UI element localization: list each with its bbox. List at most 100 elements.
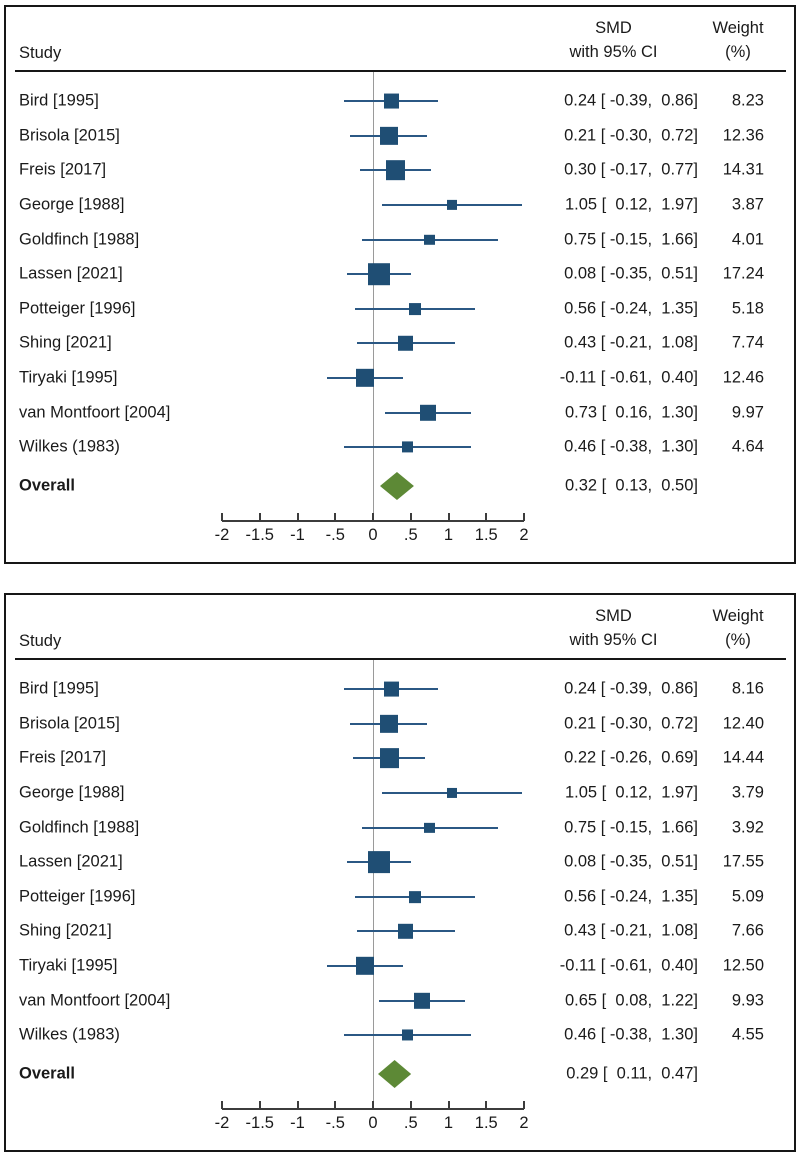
smd-ci-value: 1.05 [ 0.12, 1.97] (564, 195, 698, 214)
effect-square (379, 714, 398, 734)
column-header-weight: Weight (%) (698, 16, 778, 64)
effect-square (355, 368, 374, 388)
effect-square (424, 234, 435, 245)
x-axis-tick (296, 513, 299, 521)
study-row: Shing [2021] 0.43 [ -0.21, 1.08] 7.74 (6, 326, 794, 361)
x-axis-tick (334, 1101, 337, 1109)
effect-square (413, 992, 431, 1009)
smd-ci-value: 0.56 [ -0.24, 1.35] (564, 887, 698, 906)
x-axis-tick-label: 2 (519, 1114, 529, 1132)
smd-ci-value: 0.75 [ -0.15, 1.66] (564, 818, 698, 837)
forest-panel-bottom: Study SMD with 95% CI Weight (%) Bird [1… (4, 593, 796, 1152)
study-row: van Montfoort [2004] 0.73 [ 0.16, 1.30] 9.… (6, 395, 794, 430)
weight-value: 7.74 (731, 333, 764, 352)
study-label: Freis [2017] (19, 748, 107, 767)
weight-value: 3.87 (731, 195, 764, 214)
effect-square (398, 924, 413, 939)
weight-header-line2: (%) (725, 631, 751, 649)
column-header-study: Study (19, 632, 62, 650)
weight-value: 9.97 (731, 403, 764, 422)
smd-ci-value: 0.24 [ -0.39, 0.86] (564, 91, 698, 110)
x-axis-tick-label: -1 (290, 526, 305, 544)
study-row: Brisola [2015] 0.21 [ -0.30, 0.72] 12.36 (6, 119, 794, 154)
smd-ci-value: 1.05 [ 0.12, 1.97] (564, 783, 698, 802)
study-label: Goldfinch [1988] (19, 230, 140, 249)
x-axis-tick (447, 513, 450, 521)
x-axis-tick-label: -.5 (325, 526, 345, 544)
header-divider (15, 70, 786, 72)
study-row: George [1988] 1.05 [ 0.12, 1.97] 3.79 (6, 776, 794, 811)
zero-reference-line (373, 660, 374, 1101)
x-axis-tick-label: 1 (443, 526, 454, 544)
study-label: Tiryaki [1995] (19, 956, 118, 975)
x-axis-tick (296, 1101, 299, 1109)
weight-value: 14.31 (722, 160, 764, 179)
x-axis-tick (485, 513, 488, 521)
x-axis-tick-label: 0 (368, 1114, 378, 1132)
smd-header-line1: SMD (595, 19, 632, 37)
study-row: Freis [2017] 0.22 [ -0.26, 0.69] 14.44 (6, 741, 794, 776)
smd-ci-value: 0.24 [ -0.39, 0.86] (564, 679, 698, 698)
x-axis-tick-label: 1.5 (474, 1114, 498, 1132)
x-axis-tick (409, 513, 412, 521)
study-rows: Bird [1995] 0.24 [ -0.39, 0.86] 8.16 Brisol… (6, 672, 794, 1091)
x-axis-tick (221, 1101, 223, 1109)
weight-value: 4.64 (731, 437, 764, 456)
x-axis-tick-label: .5 (403, 1114, 418, 1132)
x-axis-tick-label: 1 (443, 1114, 454, 1132)
x-axis-tick-label: -1.5 (245, 1114, 274, 1132)
study-row: Tiryaki [1995] -0.11 [ -0.61, 0.40] 12.50 (6, 949, 794, 984)
study-label: Potteiger [1996] (19, 299, 136, 318)
x-axis-tick (334, 513, 337, 521)
overall-row: Overall 0.29 [ 0.11, 0.47] (6, 1057, 794, 1092)
effect-square (419, 404, 437, 421)
study-row: Potteiger [1996] 0.56 [ -0.24, 1.35] 5.09 (6, 880, 794, 915)
study-rows: Bird [1995] 0.24 [ -0.39, 0.86] 8.23 Brisol… (6, 84, 794, 503)
study-label: Brisola [2015] (19, 126, 120, 145)
weight-value: 5.09 (731, 887, 764, 906)
overall-smd-ci-value: 0.29 [ 0.11, 0.47] (566, 1064, 698, 1083)
study-row: Bird [1995] 0.24 [ -0.39, 0.86] 8.16 (6, 672, 794, 707)
x-axis-tick (485, 1101, 488, 1109)
weight-value: 12.46 (722, 368, 764, 387)
study-label: Wilkes (1983) (19, 1025, 120, 1044)
study-label: Lassen [2021] (19, 264, 123, 283)
smd-header-line1: SMD (595, 607, 632, 625)
x-axis-tick-label: 1.5 (474, 526, 498, 544)
study-row: Potteiger [1996] 0.56 [ -0.24, 1.35] 5.18 (6, 292, 794, 327)
smd-ci-value: 0.21 [ -0.30, 0.72] (564, 714, 698, 733)
smd-ci-value: 0.22 [ -0.26, 0.69] (564, 748, 698, 767)
effect-square (368, 851, 390, 874)
study-label: Goldfinch [1988] (19, 818, 140, 837)
study-row: Goldfinch [1988] 0.75 [ -0.15, 1.66] 4.01 (6, 222, 794, 257)
study-label: Potteiger [1996] (19, 887, 136, 906)
smd-ci-value: 0.73 [ 0.16, 1.30] (564, 403, 698, 422)
effect-square (447, 199, 458, 211)
study-label: Shing [2021] (19, 333, 112, 352)
x-axis-tick (258, 513, 261, 521)
study-row: Goldfinch [1988] 0.75 [ -0.15, 1.66] 3.92 (6, 810, 794, 845)
study-label: Freis [2017] (19, 160, 107, 179)
study-label: Brisola [2015] (19, 714, 120, 733)
x-axis-tick (523, 513, 525, 521)
column-header-study: Study (19, 44, 62, 62)
smd-ci-value: -0.11 [ -0.61, 0.40] (559, 956, 698, 975)
smd-ci-value: 0.08 [ -0.35, 0.51] (564, 264, 698, 283)
x-axis-tick-label: 2 (519, 526, 529, 544)
study-label: Bird [1995] (19, 679, 99, 698)
weight-header-line2: (%) (725, 43, 751, 61)
x-axis-tick (372, 513, 374, 521)
smd-ci-value: 0.08 [ -0.35, 0.51] (564, 852, 698, 871)
x-axis-tick-label: -.5 (325, 1114, 345, 1132)
weight-value: 3.92 (731, 818, 764, 837)
weight-value: 17.24 (722, 264, 764, 283)
study-row: Wilkes (1983) 0.46 [ -0.38, 1.30] 4.55 (6, 1018, 794, 1053)
x-axis-tick-label: -1.5 (245, 526, 274, 544)
effect-square (398, 336, 413, 351)
study-label: van Montfoort [2004] (19, 403, 171, 422)
column-header-smd-ci: SMD with 95% CI (526, 16, 701, 64)
x-axis-line (222, 520, 524, 522)
x-axis-tick-label: .5 (403, 526, 418, 544)
smd-ci-value: 0.43 [ -0.21, 1.08] (564, 333, 698, 352)
